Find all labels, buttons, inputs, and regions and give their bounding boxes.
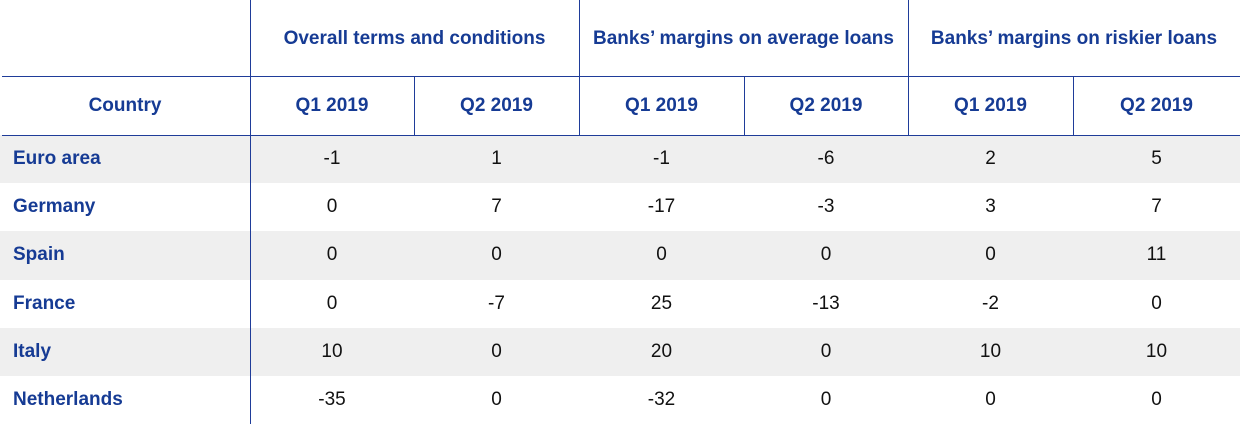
group-header: Overall terms and conditions xyxy=(283,28,546,49)
cell-value: 0 xyxy=(491,389,502,411)
cell-value: 0 xyxy=(1151,389,1162,411)
cell-value: 0 xyxy=(820,244,832,266)
row-shade xyxy=(0,327,1240,376)
row-label: Germany xyxy=(13,196,96,218)
cell-value: 0 xyxy=(656,244,667,266)
rule xyxy=(1073,76,1074,135)
cell-value: 0 xyxy=(820,389,832,411)
cell-value: -6 xyxy=(817,148,835,170)
row-label: Spain xyxy=(13,244,65,266)
cell-value: -7 xyxy=(488,292,505,314)
cell-value: 7 xyxy=(1151,196,1162,218)
rule xyxy=(414,76,415,135)
cell-value: 0 xyxy=(985,389,996,411)
rule xyxy=(2,76,1240,77)
cell-value: 0 xyxy=(326,292,338,314)
cell-value: 0 xyxy=(491,244,502,266)
cell-value: -2 xyxy=(982,292,999,314)
row-label: Euro area xyxy=(13,148,101,170)
cell-value: 0 xyxy=(820,340,832,362)
cell-value: 10 xyxy=(321,340,343,362)
cell-value: -17 xyxy=(647,196,676,218)
cell-value: 25 xyxy=(650,292,673,314)
cell-value: 11 xyxy=(1146,244,1167,266)
column-header: Q2 2019 xyxy=(789,94,863,116)
cell-value: -35 xyxy=(318,389,346,411)
cell-value: 1 xyxy=(491,148,502,170)
cell-value: 10 xyxy=(1145,340,1168,362)
row-shade xyxy=(0,135,1240,184)
column-header: Q1 2019 xyxy=(954,94,1027,116)
column-header: Q2 2019 xyxy=(1120,94,1193,116)
cell-value: 10 xyxy=(979,340,1002,362)
cell-value: 2 xyxy=(985,148,996,170)
rule xyxy=(579,0,580,135)
cell-value: 0 xyxy=(491,340,502,362)
cell-value: -1 xyxy=(653,148,670,170)
row-label: Italy xyxy=(13,340,52,362)
cell-value: -13 xyxy=(812,292,840,314)
cell-value: 3 xyxy=(985,196,996,218)
column-header: Country xyxy=(88,94,162,116)
cell-value: -1 xyxy=(323,148,341,170)
cell-value: 0 xyxy=(1151,292,1162,314)
rule xyxy=(250,0,251,424)
cell-value: 0 xyxy=(985,244,996,266)
column-header: Q2 2019 xyxy=(460,94,533,116)
row-label: France xyxy=(13,292,76,314)
group-header: Banks’ margins on average loans xyxy=(593,28,894,49)
row-shade xyxy=(0,231,1240,280)
cell-value: 5 xyxy=(1151,148,1162,170)
column-header: Q1 2019 xyxy=(295,94,369,116)
cell-value: -3 xyxy=(817,196,835,218)
rule xyxy=(2,135,1240,136)
cell-value: 0 xyxy=(326,244,338,266)
cell-value: -32 xyxy=(647,389,676,411)
rule xyxy=(908,0,909,135)
cell-value: 7 xyxy=(491,196,502,218)
row-label: Netherlands xyxy=(13,389,123,411)
cell-value: 0 xyxy=(326,196,338,218)
rule xyxy=(744,76,745,135)
group-header: Banks’ margins on riskier loans xyxy=(930,28,1218,49)
column-header: Q1 2019 xyxy=(625,94,698,116)
cell-value: 20 xyxy=(650,340,673,362)
